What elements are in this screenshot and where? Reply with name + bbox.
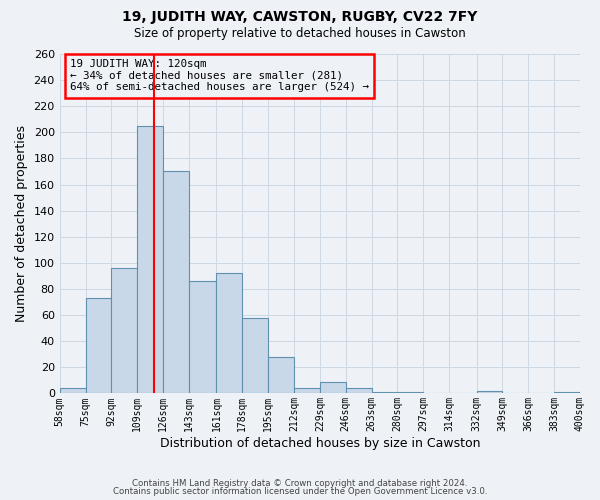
Bar: [268, 357, 294, 394]
Text: 19, JUDITH WAY, CAWSTON, RUGBY, CV22 7FY: 19, JUDITH WAY, CAWSTON, RUGBY, CV22 7FY: [122, 10, 478, 24]
Bar: [320, 382, 346, 394]
Text: Contains public sector information licensed under the Open Government Licence v3: Contains public sector information licen…: [113, 487, 487, 496]
Bar: [294, 388, 320, 394]
Bar: [86, 298, 112, 394]
Bar: [397, 392, 423, 394]
Bar: [189, 281, 217, 394]
Bar: [476, 391, 502, 394]
Bar: [242, 318, 268, 394]
Bar: [163, 172, 189, 394]
Bar: [217, 274, 242, 394]
X-axis label: Distribution of detached houses by size in Cawston: Distribution of detached houses by size …: [160, 437, 480, 450]
Text: 19 JUDITH WAY: 120sqm
← 34% of detached houses are smaller (281)
64% of semi-det: 19 JUDITH WAY: 120sqm ← 34% of detached …: [70, 59, 369, 92]
Text: Size of property relative to detached houses in Cawston: Size of property relative to detached ho…: [134, 28, 466, 40]
Y-axis label: Number of detached properties: Number of detached properties: [15, 125, 28, 322]
Bar: [554, 392, 580, 394]
Bar: [112, 268, 137, 394]
Bar: [59, 388, 86, 394]
Bar: [137, 126, 163, 394]
Bar: [346, 388, 371, 394]
Bar: [371, 392, 397, 394]
Text: Contains HM Land Registry data © Crown copyright and database right 2024.: Contains HM Land Registry data © Crown c…: [132, 478, 468, 488]
